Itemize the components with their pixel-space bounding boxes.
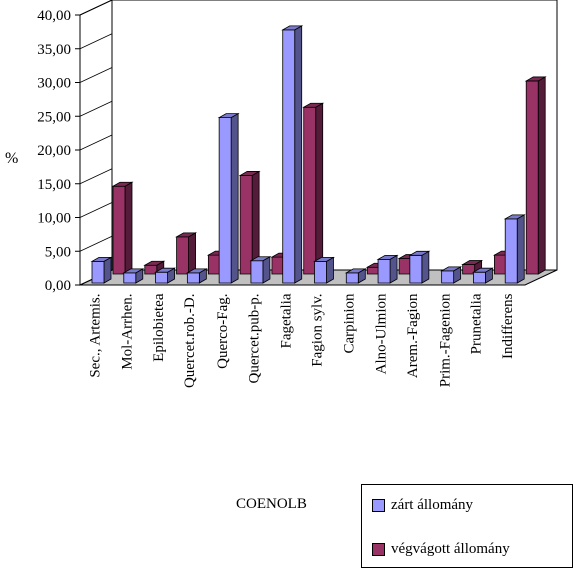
bar-vegvagott [302, 102, 325, 275]
bar-zart [217, 112, 240, 284]
legend-label-zart: zárt állomány [391, 496, 474, 513]
bar-zart [90, 256, 113, 284]
x-tick-label: Carpinion [341, 293, 358, 353]
x-tick-label: Querco-Fag. [214, 293, 231, 369]
y-tick-label: 5,00 [45, 244, 71, 260]
y-tick-label: 15,00 [37, 177, 71, 193]
bar-zart [376, 254, 399, 284]
y-tick-depth [79, 33, 113, 50]
legend: zárt állomány végvágott állomány [361, 484, 573, 568]
x-tick-label: Prunetalia [468, 293, 485, 354]
y-tick-label: 0,00 [45, 278, 71, 294]
legend-swatch-zart [372, 498, 385, 512]
bar-zart [503, 214, 526, 284]
x-tick-label: Indifferens [500, 293, 517, 359]
x-tick-label: Quercet.rob.-D. [182, 293, 199, 388]
bar-zart [471, 267, 494, 284]
x-tick-label: Fagetalia [278, 293, 295, 348]
x-tick-label: Alno-Ulmion [373, 293, 390, 374]
bar-vegvagott [175, 232, 198, 275]
bars-layer [90, 25, 547, 284]
y-tick-label: 25,00 [37, 109, 71, 125]
y-tick-label: 35,00 [37, 42, 71, 58]
chart-back-wall [111, 0, 558, 271]
legend-item-vegvagott: végvágott állomány [372, 539, 510, 559]
bar-zart [122, 268, 145, 284]
legend-label-vegvagott: végvágott állomány [391, 540, 510, 557]
y-tick-label: 10,00 [37, 211, 71, 227]
y-tick-depth [79, 0, 113, 16]
x-axis-title: COENOLB [236, 496, 307, 512]
bar-vegvagott [524, 76, 547, 275]
y-tick-label: 40,00 [37, 8, 71, 24]
y-tick-label: 30,00 [37, 76, 71, 92]
legend-swatch-vegvagott [372, 542, 385, 556]
bar-zart [312, 256, 336, 284]
y-tick-depth [79, 168, 113, 185]
y-tick-depth [79, 235, 113, 252]
x-tick-label: Sec., Artemis. [87, 293, 104, 378]
y-tick-depth [79, 67, 113, 83]
y-tick-depth [79, 134, 113, 151]
bar-vegvagott [111, 181, 134, 275]
bar-zart [185, 268, 208, 284]
x-tick-label: Epilobietea [151, 293, 168, 362]
bar-zart [154, 267, 177, 284]
legend-item-zart: zárt állomány [372, 495, 473, 515]
x-tick-label: Mol-Arrhen. [119, 293, 136, 370]
bar-zart [408, 250, 431, 284]
bar-zart [440, 266, 463, 284]
x-tick-label: Quercet.pub-p. [246, 293, 263, 383]
x-tick-label: Fagion sylv. [310, 293, 327, 367]
bar-zart [344, 268, 367, 284]
bar-zart [281, 25, 304, 284]
x-tick-label: Prim.-Fagenion [436, 293, 453, 387]
y-tick-label: 20,00 [37, 143, 71, 159]
y-axis: 0,00 5,00 10,00 15,00 20,00 25,00 30,00 35,00 40… [37, 0, 113, 294]
y-tick-depth [79, 100, 113, 117]
y-axis-label: % [5, 150, 19, 167]
x-tick-label: Arem.-Fagion [404, 293, 421, 378]
y-tick-depth [79, 202, 113, 218]
bar-zart [249, 256, 272, 284]
